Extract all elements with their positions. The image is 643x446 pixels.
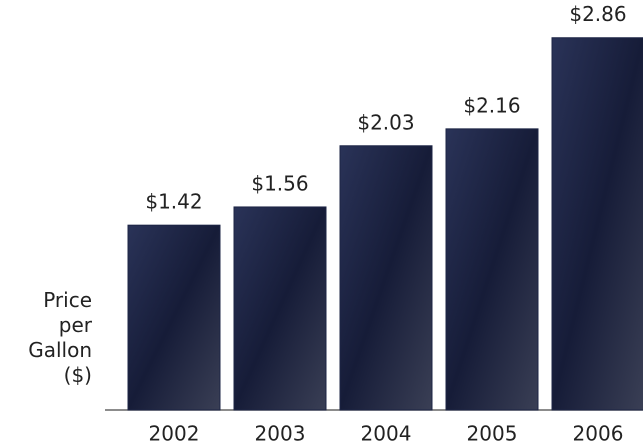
bar [445,128,539,411]
bar [339,145,433,411]
x-tick-label: 2004 [361,422,412,446]
x-tick-label: 2002 [149,422,200,446]
x-tick-label: 2006 [573,422,624,446]
value-label: $1.42 [145,190,202,214]
x-tick-label: 2003 [255,422,306,446]
bar [551,37,643,411]
value-label: $2.86 [569,2,626,26]
y-axis-label: Price per Gallon ($) [28,288,92,387]
bar [127,224,221,411]
value-label: $2.16 [463,93,520,117]
x-tick-label: 2005 [467,422,518,446]
value-label: $2.03 [357,110,414,134]
bar [233,206,327,411]
value-label: $1.56 [251,171,308,195]
